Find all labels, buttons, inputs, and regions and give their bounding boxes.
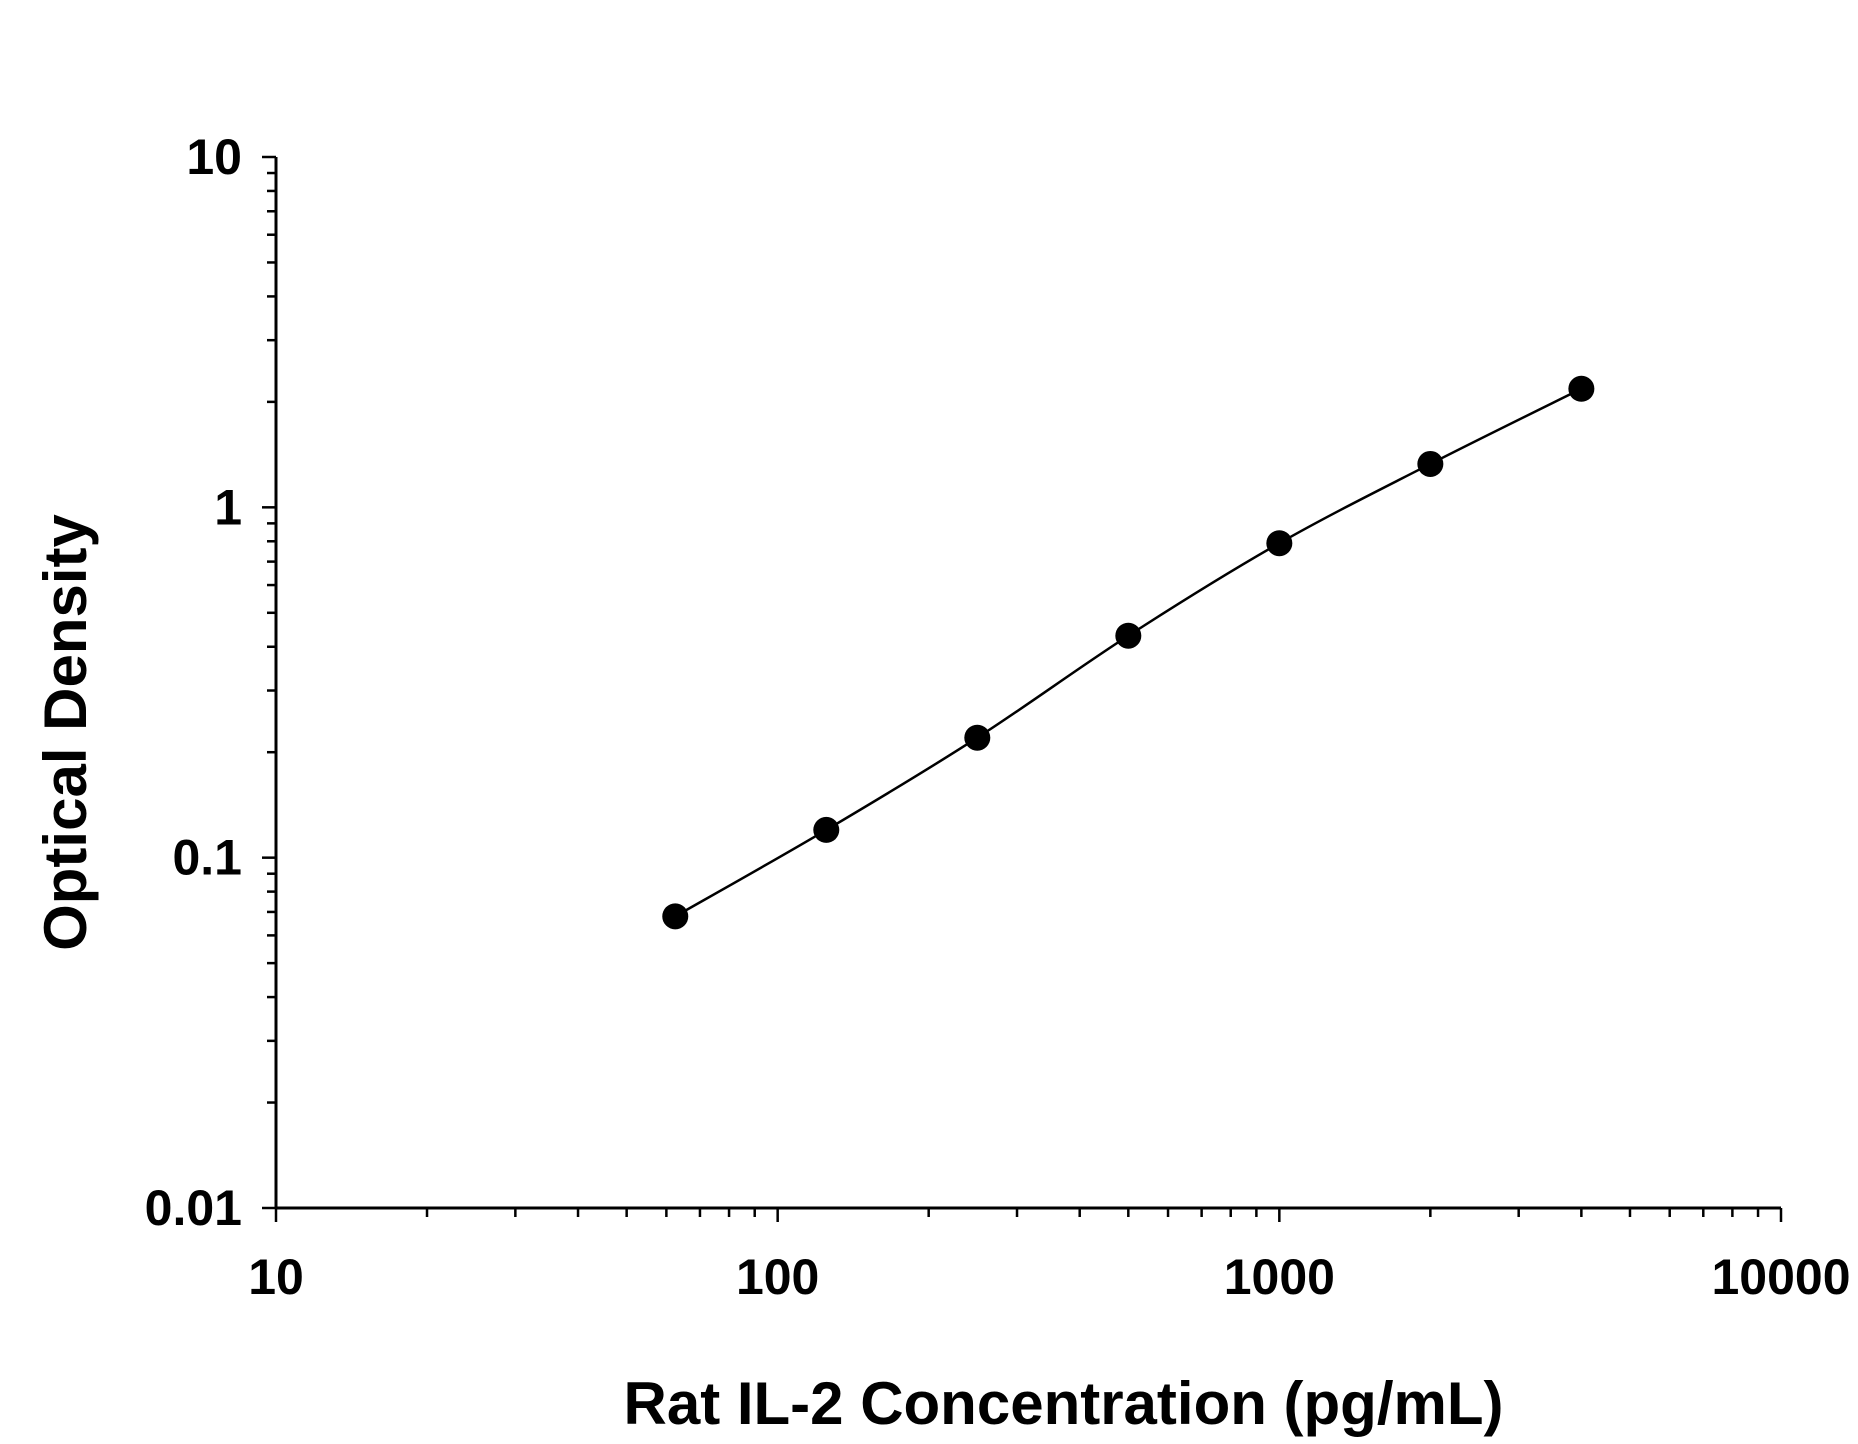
axes (274, 157, 1781, 1210)
tick-labels: 10 100 1000 10000 0.01 0.1 1 10 (145, 129, 1851, 1305)
data-point (1417, 450, 1444, 477)
y-tick-label: 10 (186, 129, 242, 185)
x-tick-label: 100 (736, 1249, 819, 1305)
y-tick-label: 0.1 (172, 830, 242, 886)
data-points (662, 375, 1595, 930)
y-tick-label: 0.01 (145, 1180, 242, 1236)
x-tick-label: 1000 (1224, 1249, 1335, 1305)
x-tick-label: 10000 (1711, 1249, 1850, 1305)
data-point (813, 816, 840, 843)
x-axis-title: Rat IL-2 Concentration (pg/mL) (624, 1370, 1504, 1437)
data-point (1266, 530, 1293, 557)
fit-curve-layer (674, 387, 1582, 918)
data-point (964, 724, 991, 751)
data-point (1115, 622, 1142, 649)
x-tick-label: 10 (248, 1249, 304, 1305)
data-point (662, 903, 689, 930)
y-axis-title: Optical Density (32, 513, 99, 950)
data-point (1568, 375, 1595, 402)
y-tick-label: 1 (214, 479, 242, 535)
axis-ticks (262, 155, 1783, 1222)
fit-curve (674, 387, 1582, 918)
